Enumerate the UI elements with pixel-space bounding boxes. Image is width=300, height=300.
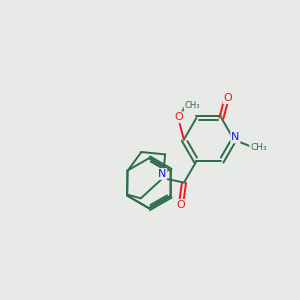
Text: O: O	[224, 93, 232, 103]
Text: CH₃: CH₃	[184, 101, 200, 110]
Text: CH₃: CH₃	[250, 143, 267, 152]
Text: O: O	[175, 112, 183, 122]
Text: N: N	[231, 132, 240, 142]
Text: N: N	[158, 169, 166, 179]
Text: O: O	[177, 200, 185, 210]
